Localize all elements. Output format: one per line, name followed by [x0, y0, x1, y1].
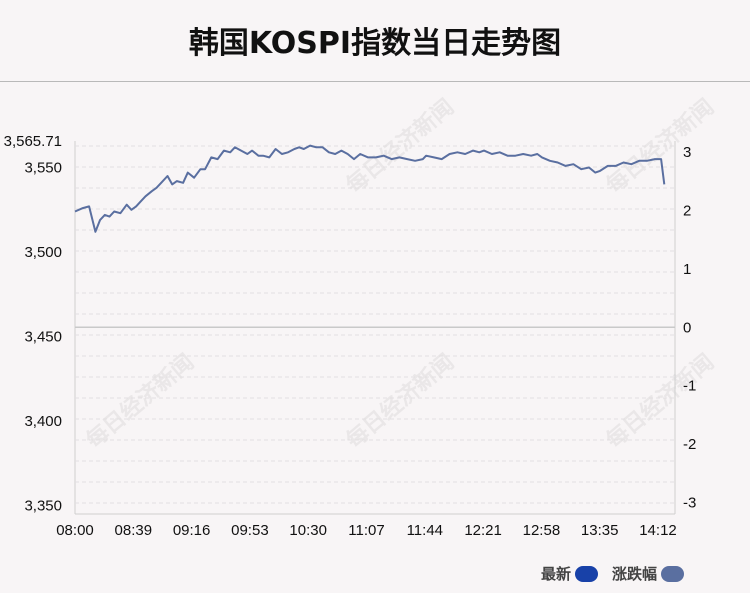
- y-right-tick-label: 1: [683, 261, 691, 278]
- x-tick-label: 13:35: [581, 522, 619, 539]
- y-left-tick-label: 3,350: [24, 498, 62, 515]
- y-right-tick-label: 0: [683, 319, 691, 336]
- x-tick-label: 12:58: [523, 522, 561, 539]
- x-tick-label: 08:39: [115, 522, 153, 539]
- y-left-tick-label: 3,450: [24, 329, 62, 346]
- legend-item-latest[interactable]: 最新: [541, 563, 598, 584]
- x-tick-label: 11:44: [407, 522, 443, 539]
- legend-item-change[interactable]: 涨跌幅: [612, 563, 684, 584]
- chart-title: 韩国KOSPI指数当日走势图: [188, 26, 562, 61]
- y-right-tick-label: -2: [683, 436, 696, 453]
- legend-swatch-change: [661, 565, 684, 582]
- x-tick-label: 09:53: [231, 522, 269, 539]
- x-tick-label: 12:21: [464, 522, 502, 539]
- legend-swatch-latest: [574, 565, 598, 582]
- y-left-tick-label: 3,550: [24, 160, 62, 177]
- x-tick-label: 11:07: [348, 522, 384, 539]
- x-tick-label: 10:30: [289, 522, 327, 539]
- y-right-tick-label: -3: [683, 494, 696, 511]
- y-left-tick-label: 3,500: [24, 244, 62, 261]
- x-tick-label: 14:12: [639, 522, 677, 539]
- y-left-tick-label: 3,400: [24, 413, 62, 430]
- legend: 最新 涨跌幅: [541, 563, 684, 584]
- y-left-tick-label: 3,565.71: [4, 133, 62, 150]
- legend-label-latest: 最新: [540, 565, 571, 583]
- y-right-tick-label: 2: [683, 202, 691, 219]
- x-tick-label: 08:00: [56, 522, 94, 539]
- x-tick-label: 09:16: [173, 522, 211, 539]
- title-divider: [0, 81, 750, 82]
- series-line-change: [74, 144, 666, 233]
- legend-label-change: 涨跌幅: [611, 565, 657, 583]
- y-right-tick-label: 3: [683, 144, 691, 161]
- y-right-tick-label: -1: [683, 378, 696, 395]
